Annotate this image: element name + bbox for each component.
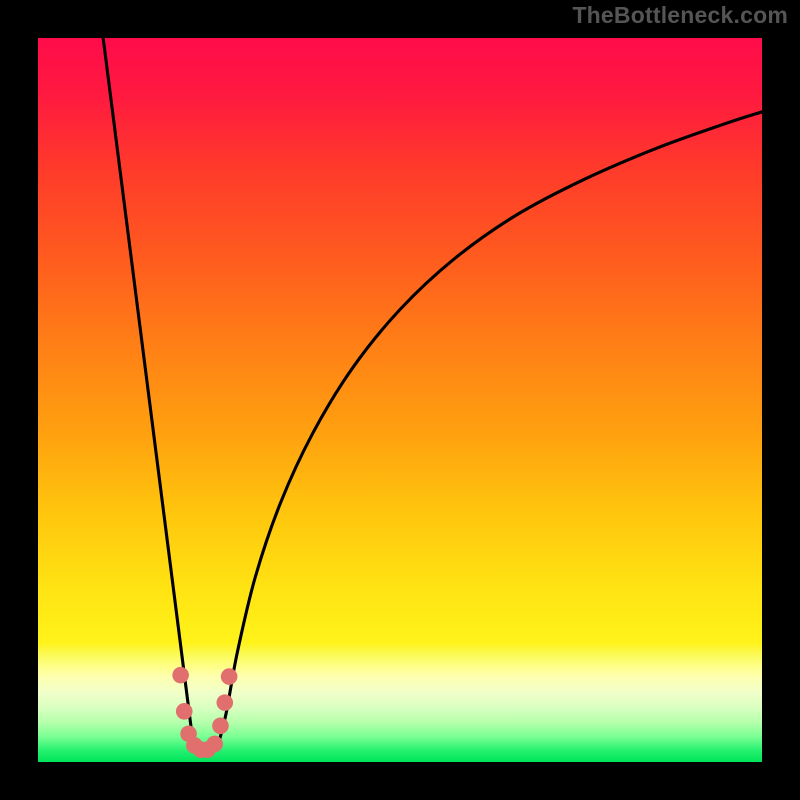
marker-dot <box>212 718 229 735</box>
marker-dot <box>206 736 223 753</box>
marker-dot <box>216 694 233 711</box>
marker-dot <box>172 667 189 684</box>
curve-left-branch <box>103 38 194 748</box>
chart-svg <box>38 38 762 762</box>
marker-dot <box>176 703 193 720</box>
plot-area <box>38 38 762 762</box>
marker-dot <box>221 668 238 685</box>
figure-root: TheBottleneck.com <box>0 0 800 800</box>
curve-right-branch <box>218 112 762 747</box>
attribution-text: TheBottleneck.com <box>572 2 788 29</box>
